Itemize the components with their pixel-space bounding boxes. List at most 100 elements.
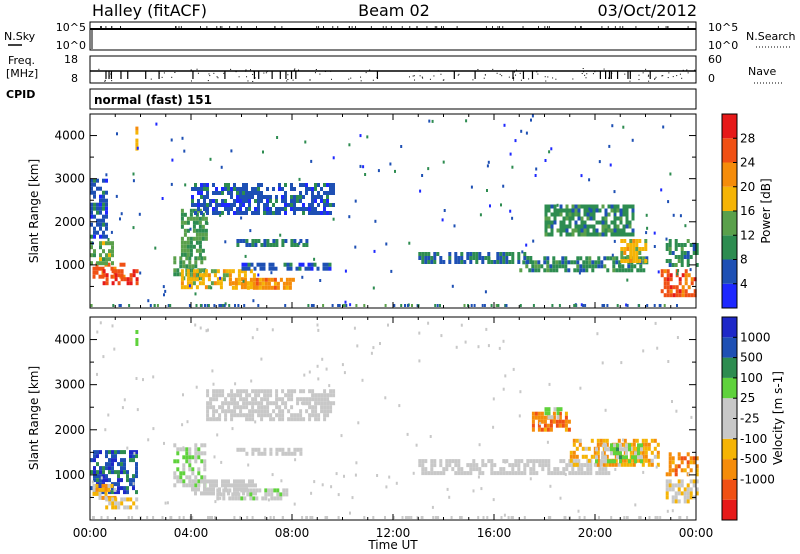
data-cell [224, 183, 227, 187]
data-cell [242, 187, 245, 191]
data-cell [135, 474, 138, 479]
scatter-cell [335, 472, 338, 476]
data-cell [275, 211, 278, 215]
data-cell [559, 208, 563, 213]
data-cell [424, 459, 428, 464]
scatter-cell [96, 330, 99, 334]
data-cell [511, 471, 515, 476]
data-cell [641, 438, 645, 443]
data-cell [439, 463, 443, 468]
data-cell [92, 266, 96, 271]
data-cell [619, 443, 622, 448]
nave-point [421, 76, 423, 78]
data-cell [233, 187, 236, 191]
data-cell [245, 195, 248, 199]
nave-point [319, 73, 321, 75]
data-cell [620, 442, 624, 447]
data-cell [561, 264, 565, 269]
scatter-cell [401, 516, 404, 519]
data-cell [695, 479, 699, 484]
data-cell [623, 239, 627, 243]
data-cell [308, 389, 312, 394]
data-cell [520, 471, 524, 476]
data-cell [569, 454, 573, 459]
data-cell [629, 243, 633, 247]
data-cell [233, 487, 236, 492]
data-cell [132, 454, 135, 459]
scatter-cell [183, 149, 186, 153]
scatter-cell [301, 516, 304, 519]
nave-point [265, 72, 267, 74]
data-cell [242, 479, 245, 484]
data-cell [107, 262, 111, 267]
data-cell [236, 483, 239, 488]
scatter-cell [519, 390, 522, 394]
scatter-cell [514, 139, 517, 143]
data-cell [195, 269, 199, 274]
data-cell [237, 277, 241, 282]
data-cell [559, 407, 563, 412]
scatter-cell [156, 304, 159, 307]
data-cell [481, 260, 485, 264]
scatter-cell [492, 498, 495, 502]
nave-point [654, 78, 656, 80]
data-cell [239, 479, 242, 484]
data-cell [93, 226, 96, 231]
scatter-cell [345, 304, 348, 307]
data-cell [565, 216, 569, 221]
data-cell [108, 478, 111, 483]
data-cell [562, 228, 566, 233]
scatter-cell [206, 193, 209, 197]
data-cell [275, 397, 279, 402]
scatter-cell [625, 303, 628, 307]
data-cell [266, 397, 270, 402]
data-cell [535, 459, 539, 464]
data-cell [185, 483, 189, 488]
data-cell [627, 264, 631, 269]
scatter-cell [479, 213, 482, 217]
scatter-cell [480, 487, 483, 491]
data-cell [448, 252, 452, 256]
data-cell [206, 191, 209, 195]
data-cell [206, 211, 209, 215]
data-cell [543, 423, 547, 428]
scatter-cell [260, 357, 263, 361]
data-cell [653, 454, 657, 459]
data-cell [546, 427, 550, 432]
data-cell [595, 220, 599, 225]
data-cell [589, 204, 593, 209]
data-cell [269, 393, 273, 398]
data-cell [96, 230, 99, 235]
nave-label: Nave [748, 65, 776, 78]
data-cell [552, 260, 556, 265]
scatter-cell [406, 432, 409, 436]
colorbar-tick-label: 12 [740, 228, 755, 242]
data-cell [114, 277, 118, 282]
data-cell [282, 488, 286, 493]
data-cell [424, 471, 428, 476]
data-cell [236, 447, 240, 452]
data-cell [231, 496, 235, 501]
data-cell [117, 478, 120, 483]
data-cell [669, 273, 673, 278]
scatter-cell [147, 438, 150, 442]
nave-point [472, 79, 474, 81]
data-cell [632, 239, 636, 243]
data-cell [328, 262, 332, 267]
scatter-cell [477, 345, 480, 349]
scatter-cell [182, 393, 184, 397]
data-cell [255, 488, 259, 493]
data-cell [326, 211, 329, 215]
data-cell [499, 256, 503, 260]
scatter-cell [244, 254, 247, 258]
data-cell [430, 256, 434, 260]
scatter-cell [332, 217, 335, 221]
data-cell [589, 216, 593, 221]
nave-point [458, 73, 460, 75]
data-cell [674, 483, 678, 488]
data-cell [653, 438, 657, 443]
nave-point [330, 78, 332, 80]
data-cell [102, 273, 106, 278]
data-cell [656, 462, 660, 467]
scatter-cell [164, 501, 167, 505]
